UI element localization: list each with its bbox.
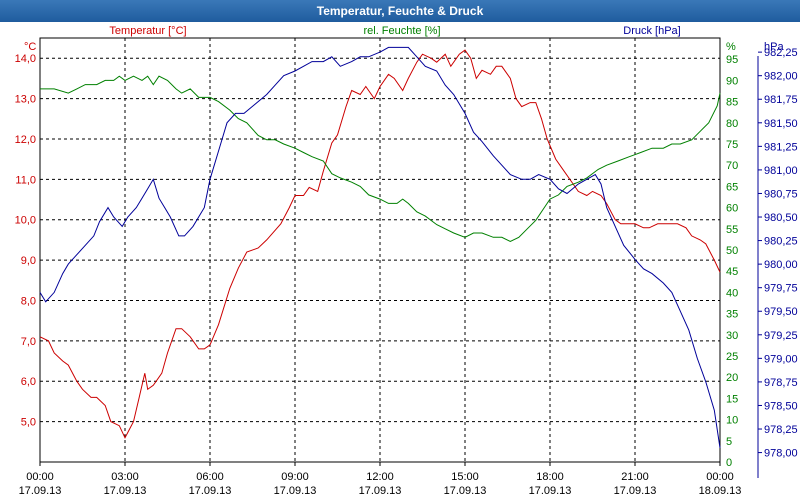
time-tick-label: 06:00 xyxy=(196,471,224,483)
humidity-tick-label: 45 xyxy=(726,266,738,278)
time-tick-label: 12:00 xyxy=(366,471,394,483)
pressure-tick-label: 978,00 xyxy=(764,448,798,460)
chart-canvas: °C Temperatur [°C] rel. Feuchte [%] Druc… xyxy=(15,25,798,497)
pressure-tick-label: 979,75 xyxy=(764,283,798,295)
pressure-tick-label: 981,00 xyxy=(764,165,798,177)
humidity-series-label: rel. Feuchte [%] xyxy=(363,25,440,37)
time-tick-label: 00:00 xyxy=(26,471,54,483)
temperature-axis-unit: °C xyxy=(24,41,36,53)
pressure-tick-label: 980,25 xyxy=(764,236,798,248)
pressure-tick-label: 982,00 xyxy=(764,71,798,83)
date-tick-label: 17.09.13 xyxy=(529,485,572,497)
temperature-tick-label: 14,0 xyxy=(15,53,36,65)
humidity-tick-label: 5 xyxy=(726,436,732,448)
temperature-tick-label: 10,0 xyxy=(15,215,36,227)
date-tick-label: 17.09.13 xyxy=(274,485,317,497)
pressure-tick-label: 980,00 xyxy=(764,259,798,271)
humidity-axis-unit: % xyxy=(726,41,736,53)
humidity-tick-label: 20 xyxy=(726,372,738,384)
humidity-tick-label: 55 xyxy=(726,224,738,236)
humidity-tick-label: 65 xyxy=(726,181,738,193)
humidity-tick-label: 60 xyxy=(726,203,738,215)
chart-title: Temperatur, Feuchte & Druck xyxy=(0,0,800,22)
humidity-tick-label: 30 xyxy=(726,330,738,342)
temperature-tick-label: 6,0 xyxy=(21,376,36,388)
temperature-series-label: Temperatur [°C] xyxy=(109,25,186,37)
pressure-series-line xyxy=(39,46,721,448)
pressure-tick-label: 981,75 xyxy=(764,94,798,106)
temperature-series-line xyxy=(39,49,721,439)
pressure-tick-label: 981,25 xyxy=(764,141,798,153)
date-tick-label: 17.09.13 xyxy=(444,485,487,497)
pressure-tick-label: 979,00 xyxy=(764,353,798,365)
pressure-tick-label: 979,50 xyxy=(764,306,798,318)
temperature-tick-label: 11,0 xyxy=(15,174,36,186)
date-tick-label: 17.09.13 xyxy=(189,485,232,497)
humidity-tick-label: 10 xyxy=(726,415,738,427)
pressure-tick-label: 978,25 xyxy=(764,424,798,436)
humidity-tick-label: 90 xyxy=(726,75,738,87)
gridlines xyxy=(40,38,720,462)
pressure-tick-label: 979,25 xyxy=(764,330,798,342)
pressure-tick-label: 981,50 xyxy=(764,118,798,130)
humidity-series-line xyxy=(40,75,721,243)
humidity-tick-label: 50 xyxy=(726,245,738,257)
time-axis-ticks: 00:00 17.09.13 03:00 17.09.13 06:00 17.09.13 0… xyxy=(19,462,742,497)
humidity-axis-ticks: 0 5 10 15 20 25 30 35 40 45 50 55 60 65 70 75 80 85 90 95 xyxy=(726,54,738,469)
pressure-axis-ticks: 978,00 978,25 978,50 978,75 979,00 979,25 979,… xyxy=(758,47,798,460)
temperature-axis-ticks: 5,0 6,0 7,0 8,0 9,0 10,0 11,0 12,0 13,0 14,0 xyxy=(15,53,36,428)
temperature-tick-label: 8,0 xyxy=(21,295,36,307)
pressure-tick-label: 980,50 xyxy=(764,212,798,224)
humidity-tick-label: 75 xyxy=(726,139,738,151)
pressure-axis-unit: hPa xyxy=(764,41,784,53)
time-tick-label: 21:00 xyxy=(621,471,649,483)
humidity-tick-label: 40 xyxy=(726,287,738,299)
date-tick-label: 17.09.13 xyxy=(19,485,62,497)
humidity-tick-label: 80 xyxy=(726,118,738,130)
humidity-tick-label: 35 xyxy=(726,309,738,321)
time-tick-label: 00:00 xyxy=(706,471,734,483)
humidity-tick-label: 95 xyxy=(726,54,738,66)
temperature-tick-label: 13,0 xyxy=(15,94,36,106)
time-tick-label: 09:00 xyxy=(281,471,309,483)
time-tick-label: 03:00 xyxy=(111,471,139,483)
humidity-tick-label: 85 xyxy=(726,97,738,109)
series-lines xyxy=(39,46,721,448)
humidity-tick-label: 15 xyxy=(726,393,738,405)
pressure-tick-label: 978,75 xyxy=(764,377,798,389)
temperature-tick-label: 7,0 xyxy=(21,336,36,348)
temperature-tick-label: 5,0 xyxy=(21,417,36,429)
date-tick-label: 17.09.13 xyxy=(614,485,657,497)
humidity-tick-label: 25 xyxy=(726,351,738,363)
pressure-tick-label: 980,75 xyxy=(764,188,798,200)
temperature-tick-label: 9,0 xyxy=(21,255,36,267)
date-tick-label: 17.09.13 xyxy=(359,485,402,497)
pressure-tick-label: 982,25 xyxy=(764,47,798,59)
humidity-tick-label: 0 xyxy=(726,457,732,469)
date-tick-label: 18.09.13 xyxy=(699,485,742,497)
temperature-tick-label: 12,0 xyxy=(15,134,36,146)
humidity-tick-label: 70 xyxy=(726,160,738,172)
time-tick-label: 18:00 xyxy=(536,471,564,483)
pressure-series-label: Druck [hPa] xyxy=(623,25,680,37)
pressure-tick-label: 978,50 xyxy=(764,400,798,412)
time-tick-label: 15:00 xyxy=(451,471,479,483)
date-tick-label: 17.09.13 xyxy=(104,485,147,497)
